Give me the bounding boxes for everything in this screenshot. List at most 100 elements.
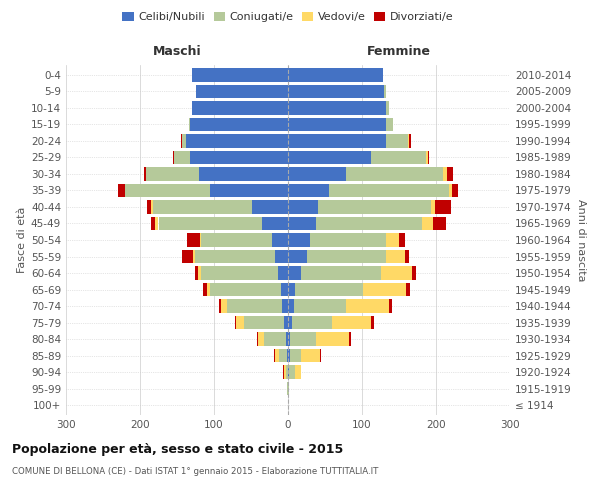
Bar [288,184,329,197]
Bar [152,200,253,214]
Bar [292,316,332,330]
Bar [307,250,386,264]
Bar [186,134,288,147]
Bar [287,349,288,362]
Bar [200,266,278,280]
Bar [148,200,151,214]
Bar [427,150,428,164]
Bar [422,216,433,230]
Bar [210,184,288,197]
Bar [203,283,206,296]
Text: Maschi: Maschi [152,45,202,58]
Bar [193,250,195,264]
Bar [227,300,282,313]
Bar [294,300,346,313]
Bar [433,216,446,230]
Bar [346,300,389,313]
Text: COMUNE DI BELLONA (CE) - Dati ISTAT 1° gennaio 2015 - Elaborazione TUTTITALIA.IT: COMUNE DI BELLONA (CE) - Dati ISTAT 1° g… [12,468,379,476]
Bar [151,216,155,230]
Bar [202,233,272,247]
Bar [118,184,125,197]
Bar [371,316,374,330]
Bar [316,216,422,230]
Bar [288,300,294,313]
Bar [301,266,381,280]
Bar [288,233,310,247]
Bar [278,266,288,280]
Bar [200,233,202,247]
Bar [145,167,146,180]
Bar [288,332,290,346]
Bar [346,167,443,180]
Bar [316,332,349,346]
Bar [286,366,288,379]
Bar [288,118,386,131]
Bar [412,266,416,280]
Bar [146,167,199,180]
Bar [263,332,286,346]
Bar [317,200,431,214]
Bar [288,150,371,164]
Bar [173,150,174,164]
Bar [288,167,346,180]
Bar [195,250,275,264]
Bar [221,300,227,313]
Bar [290,332,316,346]
Bar [284,366,286,379]
Bar [288,84,384,98]
Y-axis label: Fasce di età: Fasce di età [17,207,27,273]
Bar [386,101,389,114]
Bar [192,101,288,114]
Bar [408,134,409,147]
Bar [364,283,406,296]
Bar [274,349,275,362]
Bar [381,266,412,280]
Bar [181,134,182,147]
Bar [386,118,393,131]
Bar [275,349,279,362]
Y-axis label: Anni di nascita: Anni di nascita [575,198,586,281]
Bar [384,84,386,98]
Bar [192,68,288,82]
Bar [288,68,383,82]
Bar [290,349,301,362]
Bar [288,366,289,379]
Bar [125,184,210,197]
Bar [386,250,405,264]
Bar [279,349,287,362]
Bar [174,150,190,164]
Bar [182,250,193,264]
Bar [443,167,447,180]
Bar [428,150,430,164]
Bar [253,200,288,214]
Bar [288,316,292,330]
Bar [187,233,200,247]
Bar [272,233,288,247]
Bar [405,250,409,264]
Bar [190,150,288,164]
Bar [399,233,405,247]
Bar [281,283,288,296]
Bar [431,200,434,214]
Bar [288,283,295,296]
Bar [235,316,236,330]
Bar [284,316,288,330]
Bar [288,349,290,362]
Text: Popolazione per età, sesso e stato civile - 2015: Popolazione per età, sesso e stato civil… [12,442,343,456]
Bar [289,366,295,379]
Bar [282,300,288,313]
Bar [236,316,244,330]
Bar [283,366,284,379]
Bar [275,250,288,264]
Legend: Celibi/Nubili, Coniugati/e, Vedovi/e, Divorziati/e: Celibi/Nubili, Coniugati/e, Vedovi/e, Di… [118,8,458,27]
Bar [286,332,288,346]
Bar [389,300,392,313]
Bar [452,184,458,197]
Bar [329,184,449,197]
Bar [244,316,284,330]
Bar [182,134,186,147]
Bar [371,150,427,164]
Bar [151,200,152,214]
Bar [199,167,288,180]
Bar [190,118,288,131]
